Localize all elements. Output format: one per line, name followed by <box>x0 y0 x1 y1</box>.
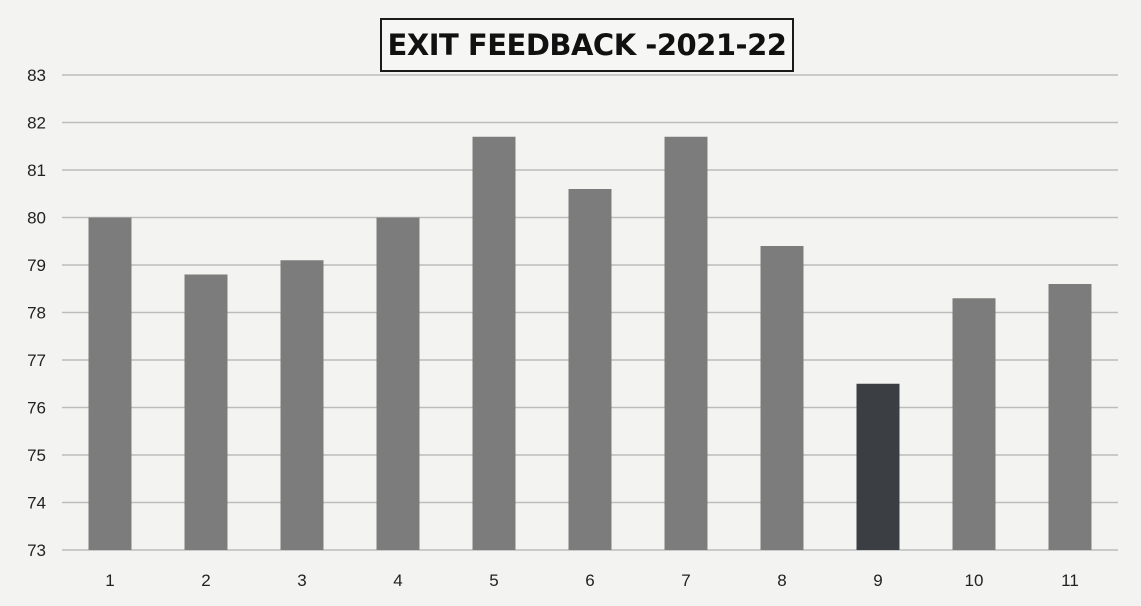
x-tick-label: 6 <box>585 571 594 590</box>
bars <box>88 136 1092 550</box>
x-tick-label: 1 <box>105 571 114 590</box>
x-tick-label: 8 <box>777 571 786 590</box>
bar-11 <box>1048 284 1092 550</box>
y-tick-label: 82 <box>27 114 46 133</box>
x-tick-label: 7 <box>681 571 690 590</box>
bar-7 <box>664 136 708 550</box>
bar-4 <box>376 217 420 550</box>
bar-3 <box>280 260 324 550</box>
x-tick-label: 4 <box>393 571 402 590</box>
y-axis-ticks: 73 74 75 76 77 78 79 80 81 82 83 <box>27 66 46 560</box>
y-tick-label: 78 <box>27 304 46 323</box>
bar-8 <box>760 246 804 550</box>
y-tick-label: 81 <box>27 161 46 180</box>
x-tick-label: 3 <box>297 571 306 590</box>
x-tick-label: 2 <box>201 571 210 590</box>
bar-10 <box>952 298 996 550</box>
x-tick-label: 5 <box>489 571 498 590</box>
y-tick-label: 83 <box>27 66 46 85</box>
x-tick-label: 10 <box>965 571 984 590</box>
y-tick-label: 76 <box>27 399 46 418</box>
bar-5 <box>472 136 516 550</box>
y-tick-label: 79 <box>27 256 46 275</box>
y-tick-label: 80 <box>27 209 46 228</box>
bar-9 <box>856 383 900 550</box>
bar-1 <box>88 217 132 550</box>
bar-6 <box>568 189 612 550</box>
x-tick-label: 11 <box>1061 571 1079 590</box>
y-tick-label: 73 <box>27 541 46 560</box>
bar-2 <box>184 274 228 550</box>
y-tick-label: 77 <box>27 351 46 370</box>
y-tick-label: 75 <box>27 446 46 465</box>
x-axis-ticks: 1 2 3 4 5 6 7 8 9 10 11 <box>105 571 1079 590</box>
chart-title: EXIT FEEDBACK -2021-22 <box>380 18 794 72</box>
x-tick-label: 9 <box>873 571 882 590</box>
y-tick-label: 74 <box>27 494 46 513</box>
